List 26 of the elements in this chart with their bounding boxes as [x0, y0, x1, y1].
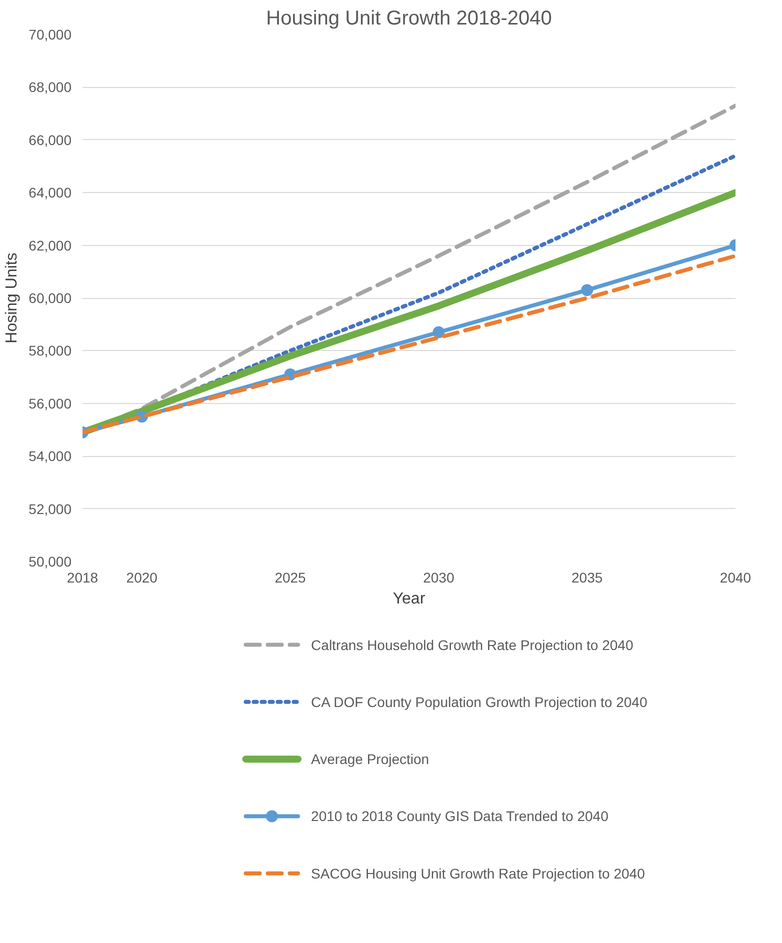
x-tick-label: 2040: [720, 570, 752, 586]
legend-label: CA DOF County Population Growth Projection to 2040: [311, 694, 648, 710]
legend-label: 2010 to 2018 County GIS Data Trended to 2040: [311, 808, 609, 824]
y-tick-label: 62,000: [28, 237, 72, 254]
y-tick-label: 66,000: [28, 132, 72, 148]
legend-label: Caltrans Household Growth Rate Projection to 2040: [311, 636, 634, 653]
legend-label: SACOG Housing Unit Growth Rate Projection to 2040: [311, 865, 646, 882]
y-tick-label: 56,000: [28, 395, 72, 412]
y-tick-label: 60,000: [28, 290, 72, 306]
x-tick-label: 2035: [572, 570, 603, 586]
y-tick-label: 64,000: [28, 184, 72, 201]
point: [432, 326, 445, 338]
y-tick-label: 58,000: [28, 342, 72, 359]
y-tick-label: 54,000: [28, 448, 72, 464]
x-axis-title: Year: [392, 590, 426, 608]
y-tick-label: 52,000: [28, 500, 72, 517]
y-tick-label: 68,000: [28, 79, 72, 96]
legend-label: Average Projection: [311, 751, 430, 768]
y-axis-title: Hosing Units: [4, 252, 21, 344]
chart-title: Housing Unit Growth 2018-2040: [266, 8, 552, 30]
x-tick-label: 2025: [274, 570, 306, 586]
x-tick-label: 2030: [423, 570, 454, 586]
x-tick-label: 2020: [126, 570, 158, 586]
y-tick-label: 50,000: [28, 554, 72, 570]
y-tick-label: 70,000: [28, 26, 72, 42]
x-tick-label: 2018: [66, 570, 98, 586]
